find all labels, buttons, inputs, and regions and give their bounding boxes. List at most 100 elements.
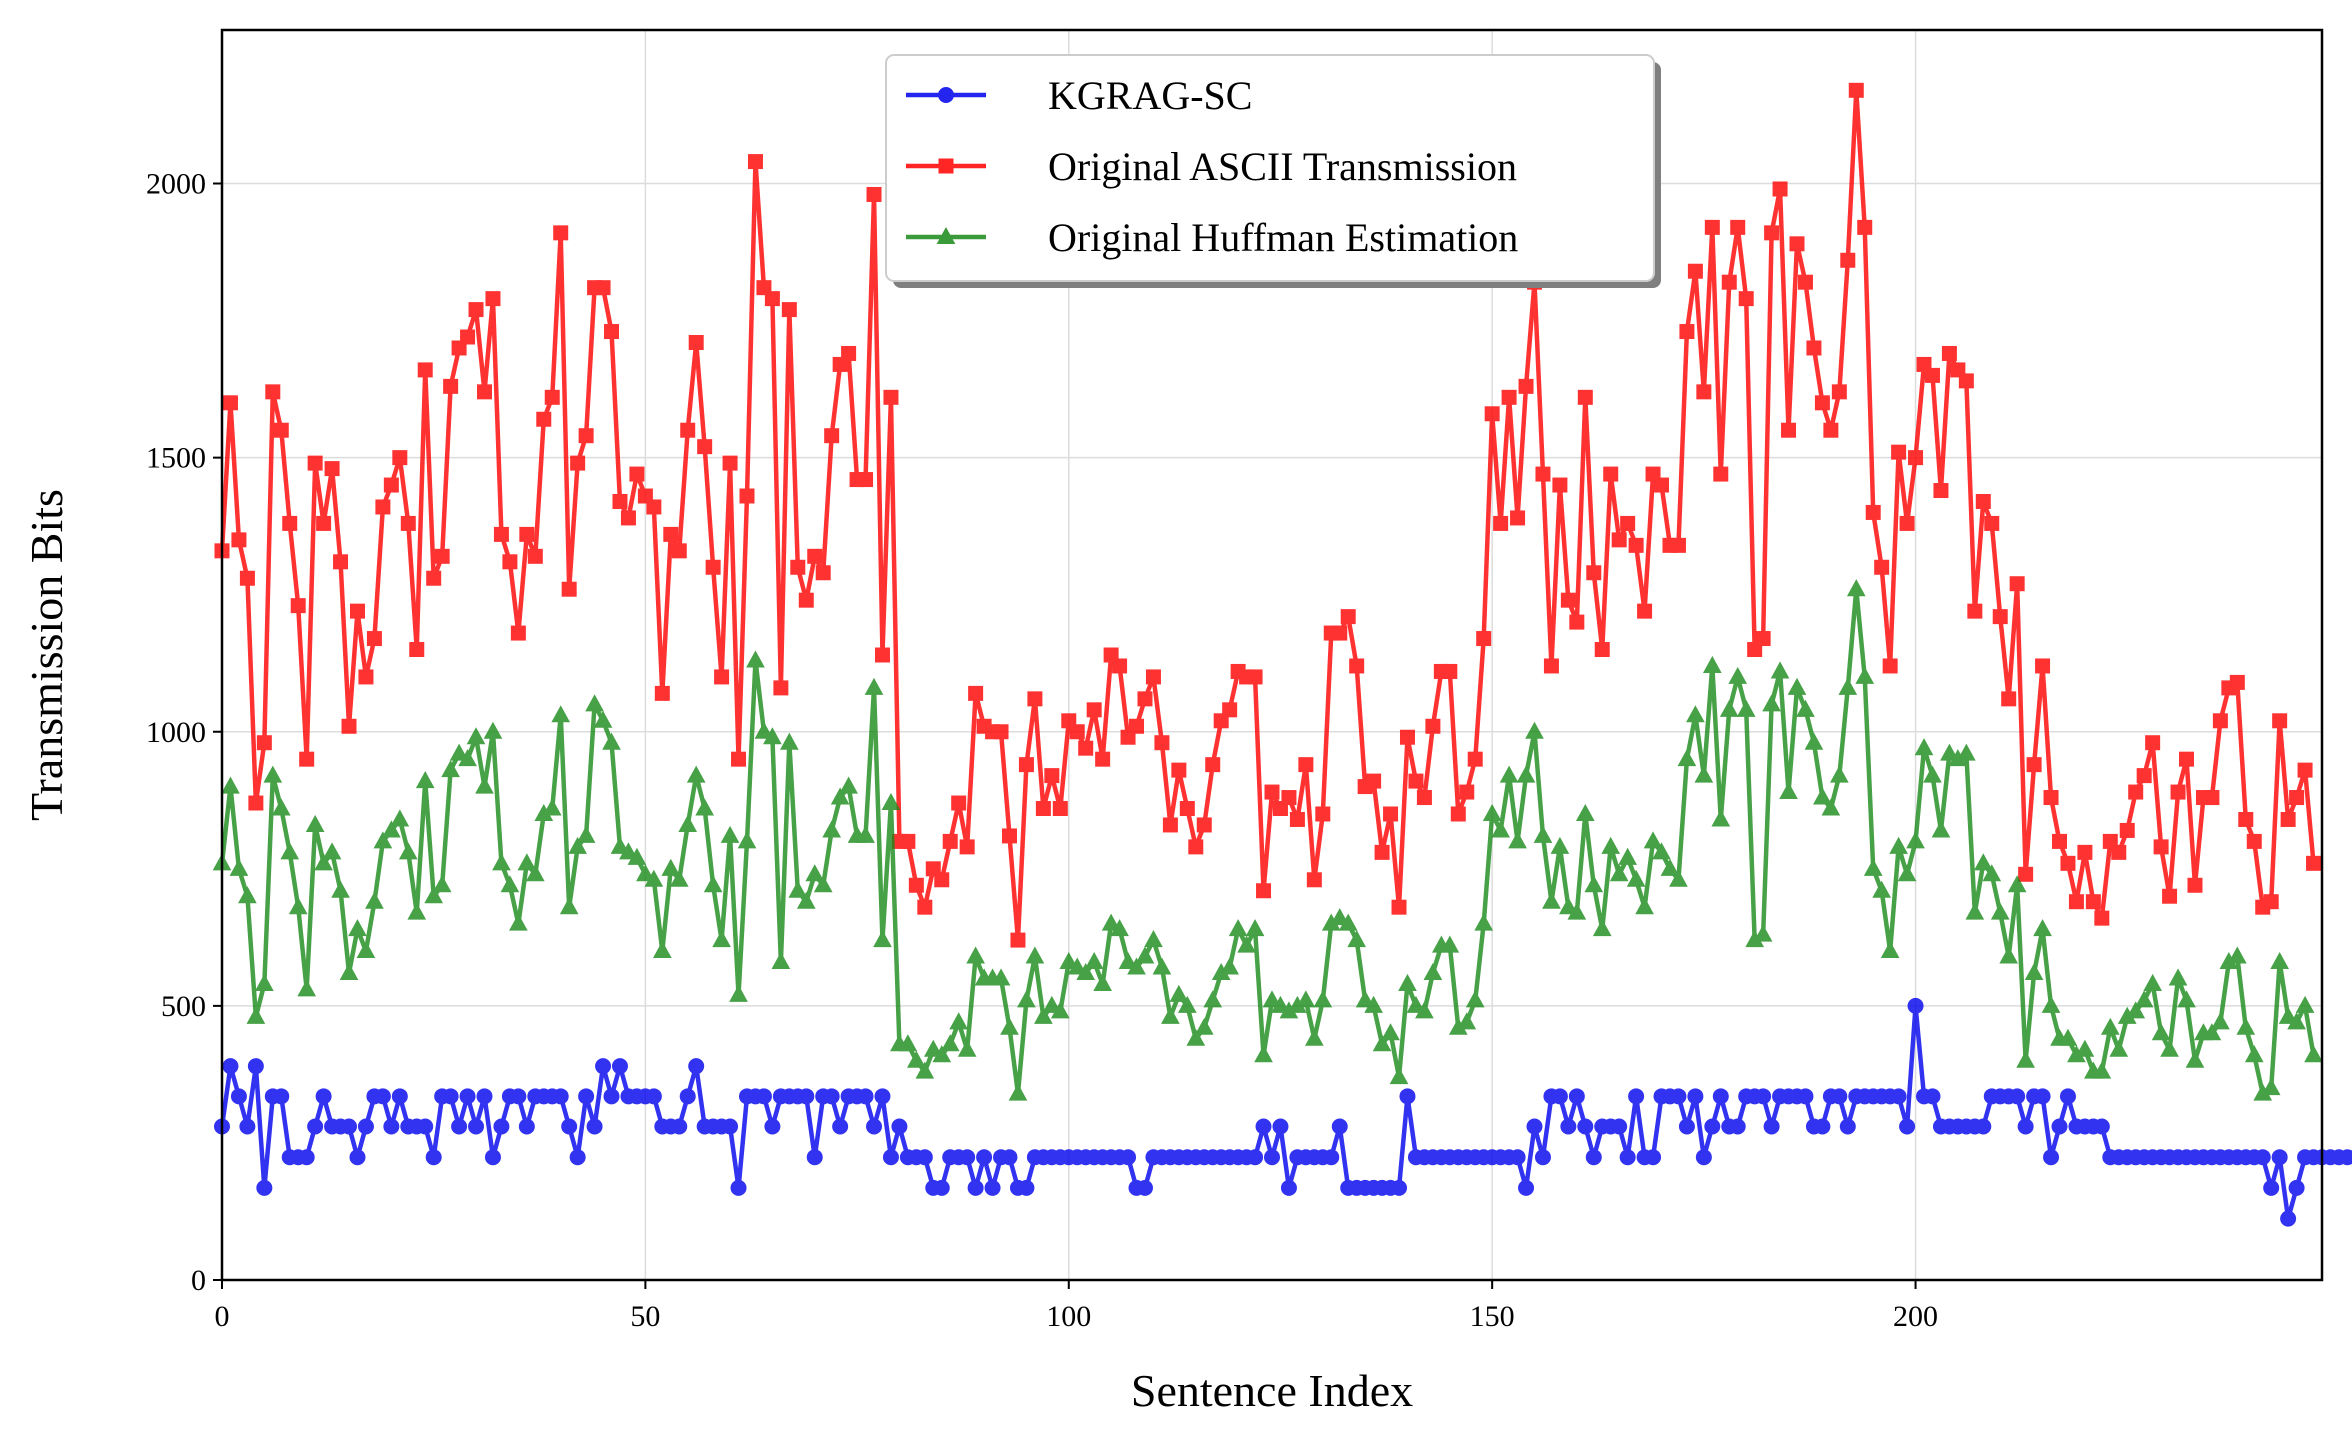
data-point-original-huffman-estimation <box>1863 858 1883 876</box>
data-point-kgrag-sc <box>2288 1179 2305 1196</box>
data-point-original-huffman-estimation <box>263 765 283 783</box>
data-point-original-ascii-transmission <box>2179 751 2195 767</box>
data-point-original-huffman-estimation <box>542 798 562 816</box>
data-point-original-huffman-estimation <box>737 831 757 849</box>
data-point-original-huffman-estimation <box>822 820 842 838</box>
data-point-original-ascii-transmission <box>239 570 255 586</box>
data-point-original-ascii-transmission <box>1044 768 1060 784</box>
data-point-original-huffman-estimation <box>1923 765 1942 783</box>
data-point-original-huffman-estimation <box>2278 1006 2298 1024</box>
data-point-original-huffman-estimation <box>1677 749 1697 767</box>
data-point-original-ascii-transmission <box>959 839 975 855</box>
data-point-original-ascii-transmission <box>1315 806 1331 822</box>
data-point-original-ascii-transmission <box>1984 515 2000 531</box>
y-tick-label: 1500 <box>146 442 206 475</box>
data-point-original-huffman-estimation <box>568 836 587 854</box>
data-point-original-huffman-estimation <box>1575 803 1595 821</box>
data-point-kgrag-sc <box>569 1149 586 1166</box>
data-point-original-ascii-transmission <box>1171 762 1187 778</box>
data-point-original-huffman-estimation <box>686 765 706 783</box>
y-tick-label: 500 <box>161 990 206 1023</box>
data-point-kgrag-sc <box>222 1058 239 1075</box>
data-point-original-ascii-transmission <box>1145 669 1161 685</box>
data-point-original-ascii-transmission <box>739 488 755 504</box>
data-point-original-huffman-estimation <box>1906 831 1925 849</box>
data-point-original-ascii-transmission <box>790 559 806 575</box>
data-point-original-ascii-transmission <box>1654 477 1670 493</box>
data-point-kgrag-sc <box>984 1179 1001 1196</box>
data-point-original-ascii-transmission <box>1188 839 1204 855</box>
data-point-original-huffman-estimation <box>415 771 435 789</box>
data-point-original-ascii-transmission <box>2111 844 2127 860</box>
data-point-kgrag-sc <box>417 1118 434 1135</box>
data-point-original-huffman-estimation <box>1669 869 1688 887</box>
data-point-original-ascii-transmission <box>2162 888 2178 904</box>
data-point-original-ascii-transmission <box>1137 691 1153 707</box>
legend-marker <box>938 158 954 174</box>
data-point-original-huffman-estimation <box>1753 924 1773 942</box>
data-point-original-ascii-transmission <box>2212 713 2228 729</box>
data-point-original-ascii-transmission <box>1010 932 1026 948</box>
data-point-original-ascii-transmission <box>1247 669 1263 685</box>
data-point-original-ascii-transmission <box>1501 389 1517 405</box>
data-point-original-ascii-transmission <box>1256 883 1272 899</box>
data-point-original-huffman-estimation <box>2304 1045 2323 1063</box>
data-point-kgrag-sc <box>341 1118 358 1135</box>
data-point-kgrag-sc <box>1001 1149 1018 1166</box>
data-point-original-huffman-estimation <box>576 825 596 843</box>
data-point-kgrag-sc <box>247 1058 264 1075</box>
legend-marker <box>936 226 956 244</box>
data-point-original-huffman-estimation <box>365 891 384 909</box>
data-point-original-ascii-transmission <box>993 724 1009 740</box>
data-point-original-ascii-transmission <box>722 455 738 471</box>
data-point-kgrag-sc <box>1509 1149 1526 1166</box>
data-point-original-ascii-transmission <box>1002 828 1017 844</box>
data-point-original-ascii-transmission <box>1594 642 1610 658</box>
data-point-original-ascii-transmission <box>1535 466 1551 482</box>
data-point-original-ascii-transmission <box>1459 784 1475 800</box>
data-point-original-huffman-estimation <box>1872 880 1892 898</box>
data-point-original-ascii-transmission <box>934 872 950 888</box>
data-point-original-huffman-estimation <box>1482 803 1502 821</box>
data-point-kgrag-sc <box>2280 1210 2297 1227</box>
data-point-original-ascii-transmission <box>544 389 560 405</box>
data-point-kgrag-sc <box>1560 1118 1577 1135</box>
data-point-kgrag-sc <box>493 1118 510 1135</box>
data-point-original-huffman-estimation <box>1118 951 1138 970</box>
data-point-original-ascii-transmission <box>1391 899 1407 915</box>
data-point-original-huffman-estimation <box>2134 990 2154 1008</box>
data-point-original-huffman-estimation <box>1034 1006 1053 1024</box>
data-point-kgrag-sc <box>1120 1149 1137 1166</box>
data-point-original-huffman-estimation <box>1144 930 1163 948</box>
data-point-original-ascii-transmission <box>1154 735 1170 751</box>
data-point-original-huffman-estimation <box>1770 661 1790 679</box>
data-point-original-huffman-estimation <box>729 984 748 1002</box>
data-point-original-huffman-estimation <box>1491 820 1510 838</box>
data-point-original-huffman-estimation <box>1271 995 1290 1013</box>
y-tick-label: 0 <box>191 1264 206 1297</box>
data-point-original-huffman-estimation <box>1228 919 1248 937</box>
data-point-kgrag-sc <box>586 1118 603 1135</box>
data-point-original-ascii-transmission <box>1289 811 1305 827</box>
legend-marker <box>938 87 954 103</box>
data-point-kgrag-sc <box>1704 1118 1721 1135</box>
data-point-original-huffman-estimation <box>864 677 884 695</box>
data-point-original-ascii-transmission <box>2035 658 2051 674</box>
data-point-kgrag-sc <box>1755 1088 1772 1105</box>
data-point-original-huffman-estimation <box>1237 935 1256 953</box>
data-point-original-ascii-transmission <box>1281 790 1297 806</box>
data-point-original-huffman-estimation <box>1076 962 1096 980</box>
data-point-original-huffman-estimation <box>1982 864 2002 882</box>
data-point-original-huffman-estimation <box>712 930 731 948</box>
data-point-original-huffman-estimation <box>1601 836 1621 854</box>
data-point-original-huffman-estimation <box>1940 743 1959 761</box>
data-point-kgrag-sc <box>1907 997 1924 1014</box>
data-point-kgrag-sc <box>1568 1088 1585 1105</box>
data-point-original-huffman-estimation <box>720 825 740 843</box>
data-point-original-ascii-transmission <box>731 751 747 767</box>
data-point-original-huffman-estimation <box>813 875 833 893</box>
data-point-original-ascii-transmission <box>1298 757 1314 773</box>
data-point-original-huffman-estimation <box>2270 951 2290 970</box>
data-point-original-ascii-transmission <box>2306 855 2322 871</box>
data-point-original-ascii-transmission <box>654 685 670 701</box>
